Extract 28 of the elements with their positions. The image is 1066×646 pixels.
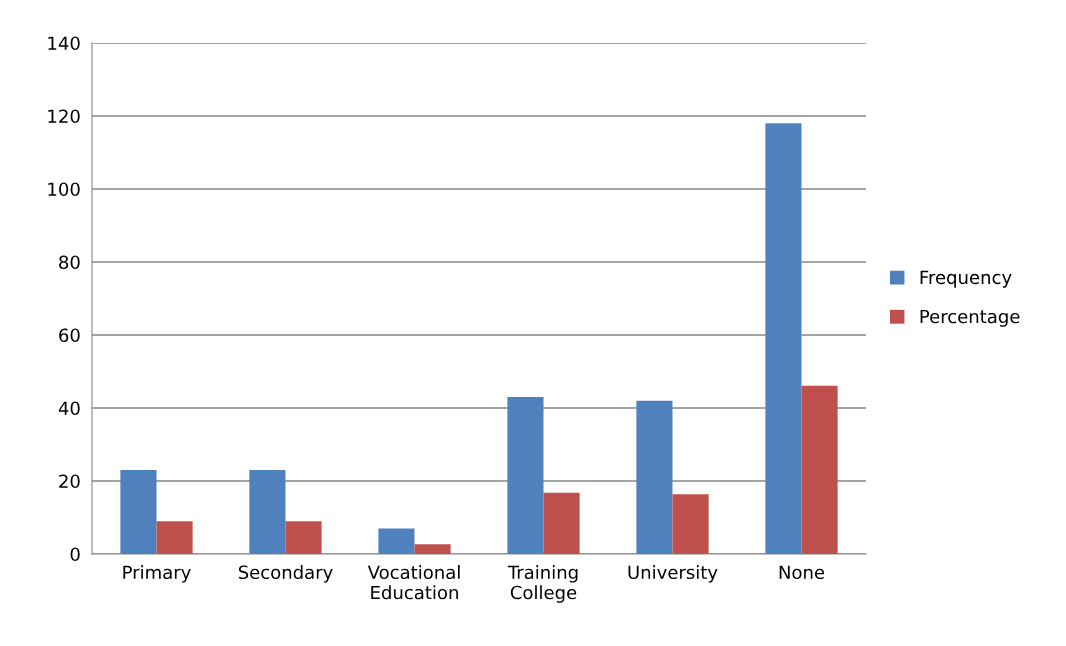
bar: [507, 397, 544, 554]
bar: [414, 544, 451, 554]
legend-label: Frequency: [920, 270, 1012, 288]
y-tick-label: 60: [59, 328, 80, 343]
y-tick-label: 20: [59, 474, 80, 489]
bar: [249, 470, 286, 554]
x-tick-label: None: [779, 565, 825, 580]
bar: [120, 470, 157, 554]
y-tick-label: 40: [58, 401, 80, 416]
y-tick-label: 0: [70, 547, 80, 562]
legend-label: Percentage: [920, 309, 1020, 327]
bar: [636, 400, 673, 554]
bar: [156, 521, 193, 554]
y-tick-label: 140: [48, 36, 80, 51]
y-tick-label: 120: [48, 109, 80, 124]
bar: [378, 528, 415, 554]
y-tick-label: 100: [48, 182, 80, 197]
y-tick-label: 80: [59, 255, 80, 270]
x-tick-label: Vocational Education: [367, 565, 460, 600]
bar: [672, 494, 709, 554]
bar: [765, 123, 802, 554]
x-tick-label: Training College: [507, 565, 578, 603]
bar: [285, 521, 322, 554]
bar: [801, 385, 838, 554]
x-tick-label: University: [628, 565, 718, 583]
x-tick-label: Secondary: [238, 565, 333, 583]
x-tick-label: Primary: [123, 565, 191, 583]
bar: [543, 492, 580, 554]
